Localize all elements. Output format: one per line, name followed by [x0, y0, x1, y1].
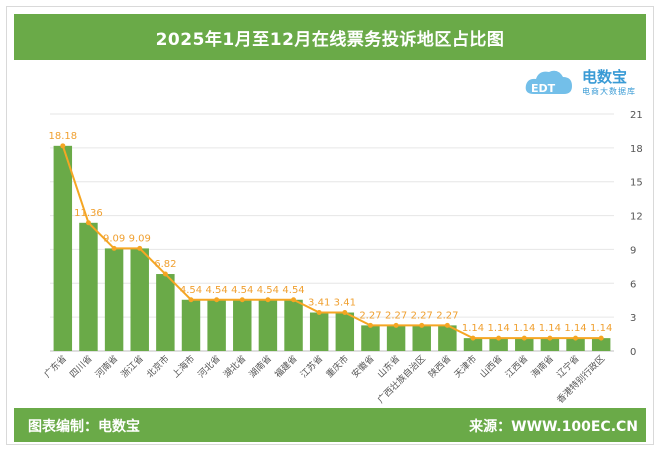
footer-source: 来源：WWW.100EC.CN [469, 419, 638, 435]
footer-bar: 图表编制：电数宝 来源：WWW.100EC.CN [14, 408, 646, 442]
logo-badge: EDT [531, 82, 556, 95]
cloud-edt-logo-icon: EDT [525, 70, 572, 95]
footer-credit: 图表编制：电数宝 [28, 419, 140, 435]
logo-name: 电数宝 [582, 68, 628, 86]
chart-title: 2025年1月至12月在线票务投诉地区占比图 [14, 14, 646, 60]
logo-tagline: 电商大数据库 [582, 87, 636, 96]
